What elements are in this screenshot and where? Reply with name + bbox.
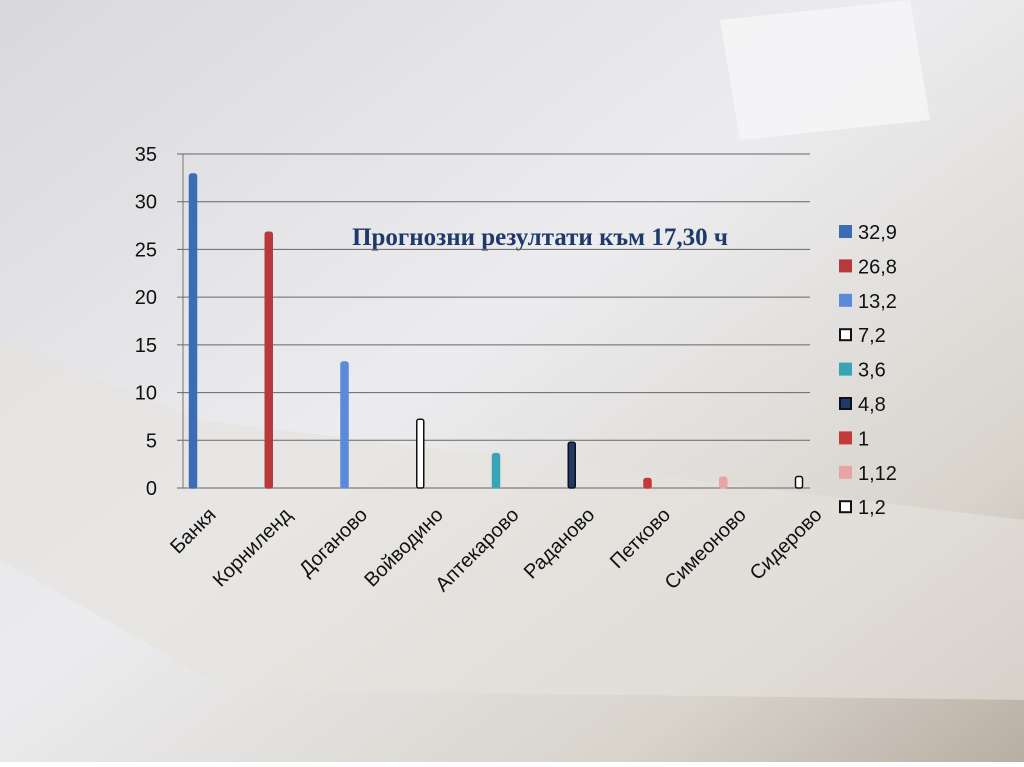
legend-swatch [839,465,852,479]
legend-label: 4,8 [858,394,886,416]
bar [794,475,804,489]
chart-title: Прогнозни резултати към 17,30 ч [352,224,728,251]
legend-swatch [839,328,852,342]
y-tick-label: 35 [135,144,157,166]
legend-label: 1 [858,428,869,450]
y-tick-label: 25 [135,239,157,261]
legend-label: 3,6 [858,360,886,382]
legend-swatch [839,500,852,514]
y-tick-label: 20 [135,287,157,309]
bar [567,441,576,489]
legend-label: 32,9 [858,222,897,244]
legend-swatch [839,225,852,238]
legend-swatch [839,293,852,307]
paper [720,0,930,140]
legend-swatch [839,259,852,273]
bar [719,476,728,489]
legend-label: 26,8 [858,256,897,278]
legend-label: 7,2 [858,325,886,347]
y-tick-label: 0 [146,478,157,500]
legend-swatch [839,397,852,410]
y-tick-label: 30 [135,192,157,214]
legend-swatch [839,431,852,445]
bar [188,173,198,489]
legend-label: 1,2 [858,497,886,519]
bar [491,452,501,489]
y-tick-label: 15 [135,335,157,357]
y-tick-label: 10 [135,383,157,405]
bar [643,477,652,489]
legend-swatch [839,362,852,376]
ballot-box [0,340,1024,700]
bar [340,361,349,489]
legend-label: 13,2 [858,291,897,313]
y-tick-label: 5 [146,430,157,452]
legend-label: 1,12 [858,463,897,485]
bar [264,231,273,489]
bar [416,418,425,489]
